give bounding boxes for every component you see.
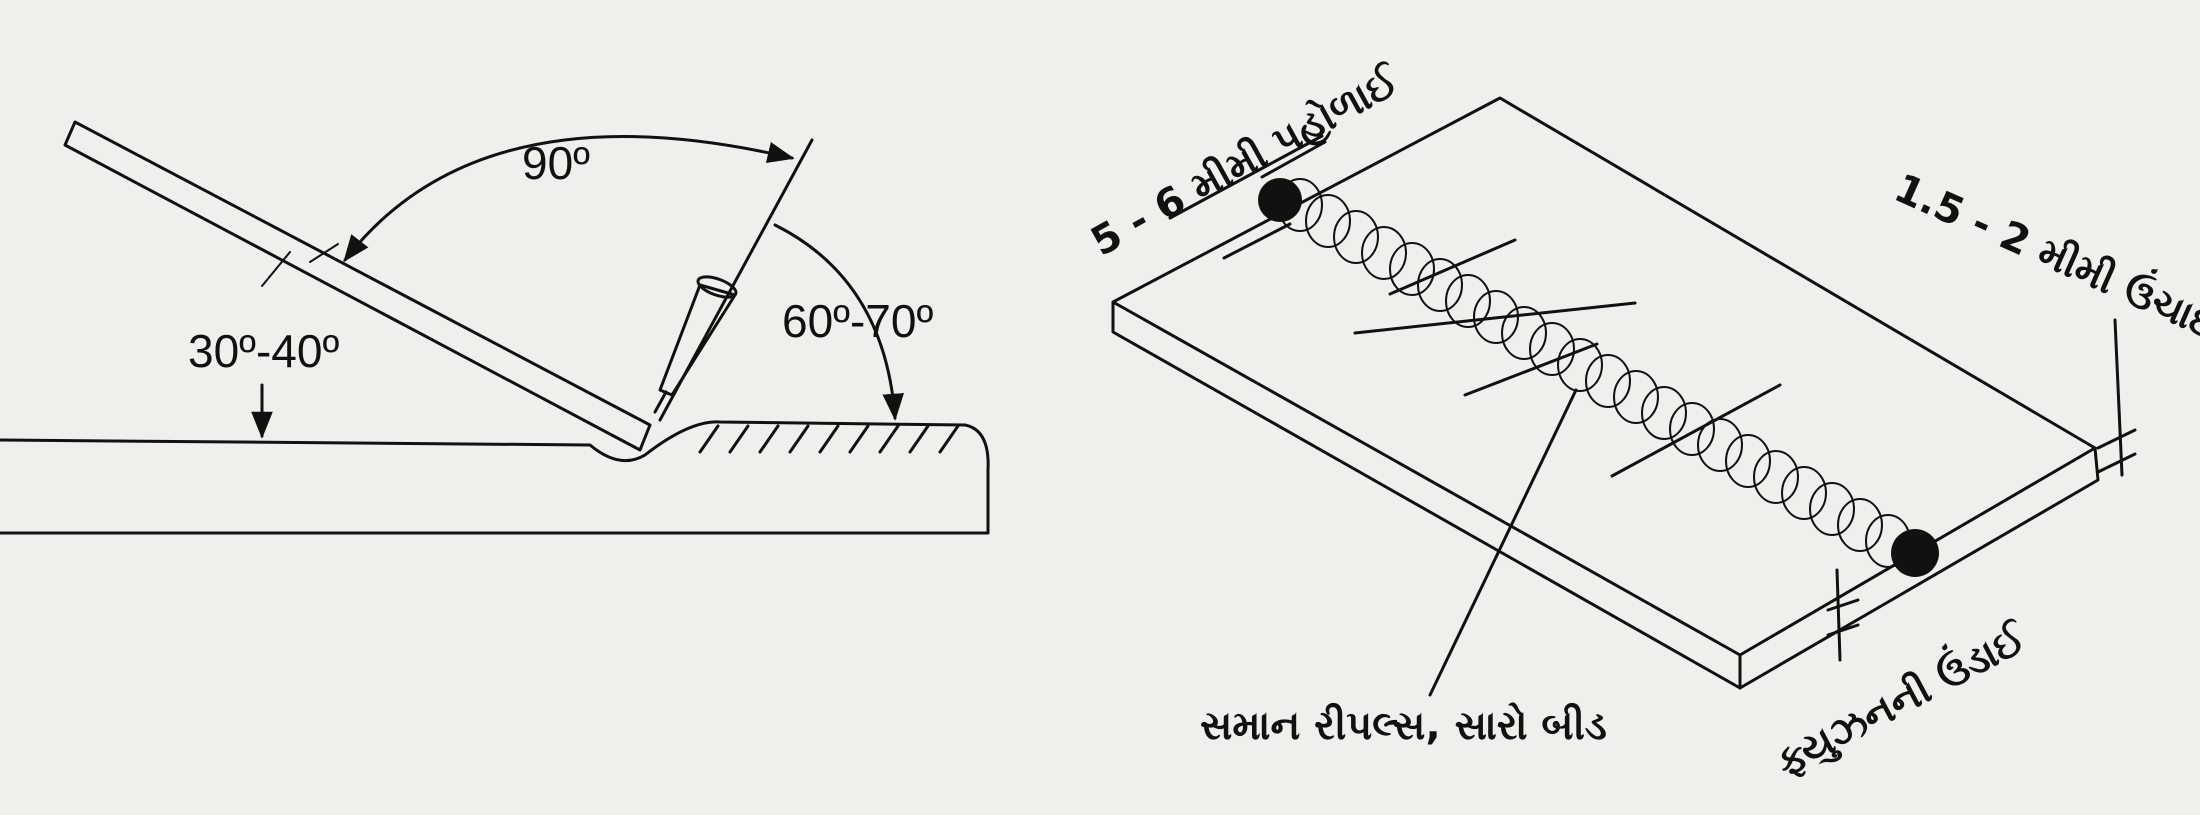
angle-30-40-label: 30º-40º xyxy=(188,325,340,377)
weld-ripples xyxy=(1277,178,1911,568)
bead-start xyxy=(1258,178,1302,222)
right-figure xyxy=(1111,96,2137,697)
base-plate xyxy=(0,420,990,535)
left-figure xyxy=(0,120,990,535)
ripples-label: સમાન રીપલ્સ, સારો બીડ xyxy=(1200,703,1607,749)
electrode-rod xyxy=(63,120,652,452)
angle-60-70-label: 60º-70º xyxy=(782,295,934,347)
weld-hatching xyxy=(698,424,960,454)
angle-90-label: 90º xyxy=(522,137,590,189)
plate-top xyxy=(1111,96,2097,657)
bead-end xyxy=(1891,529,1939,577)
